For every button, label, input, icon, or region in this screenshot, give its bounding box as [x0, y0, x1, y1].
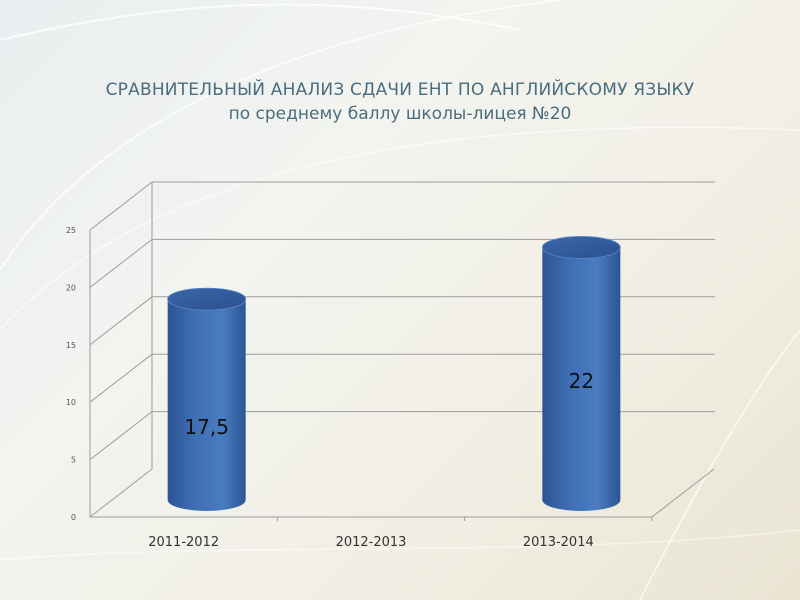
bar-top-2011-2012	[167, 287, 247, 311]
y-tick-label: 15	[66, 341, 76, 350]
depth-line	[89, 181, 153, 231]
x-tick-label: 2013-2014	[523, 535, 594, 550]
slide-title: СРАВНИТЕЛЬНЫЙ АНАЛИЗ СДАЧИ ЕНТ ПО АНГЛИЙ…	[105, 80, 695, 100]
y-tick-label: 25	[66, 226, 76, 235]
y-tick-label: 20	[66, 283, 76, 292]
data-label: 22	[569, 369, 594, 393]
bar-2013-2014	[542, 247, 621, 512]
depth-line	[89, 239, 153, 288]
y-tick-label: 0	[71, 513, 76, 522]
bar-2011-2012	[167, 299, 246, 512]
x-tick-label: 2012-2013	[336, 535, 407, 550]
bar-top-2013-2014	[541, 236, 621, 259]
x-tick-label: 2011-2012	[148, 535, 219, 550]
depth-line	[89, 353, 153, 403]
slide-subtitle: по среднему баллу школы-лицея №20	[228, 104, 572, 124]
depth-line	[89, 468, 153, 518]
depth-line	[89, 411, 153, 460]
y-tick-label: 5	[71, 456, 76, 465]
depth-line	[89, 296, 153, 346]
floor-right-edge	[651, 468, 715, 518]
y-tick-label: 10	[66, 398, 76, 407]
data-label: 17,5	[184, 415, 229, 439]
